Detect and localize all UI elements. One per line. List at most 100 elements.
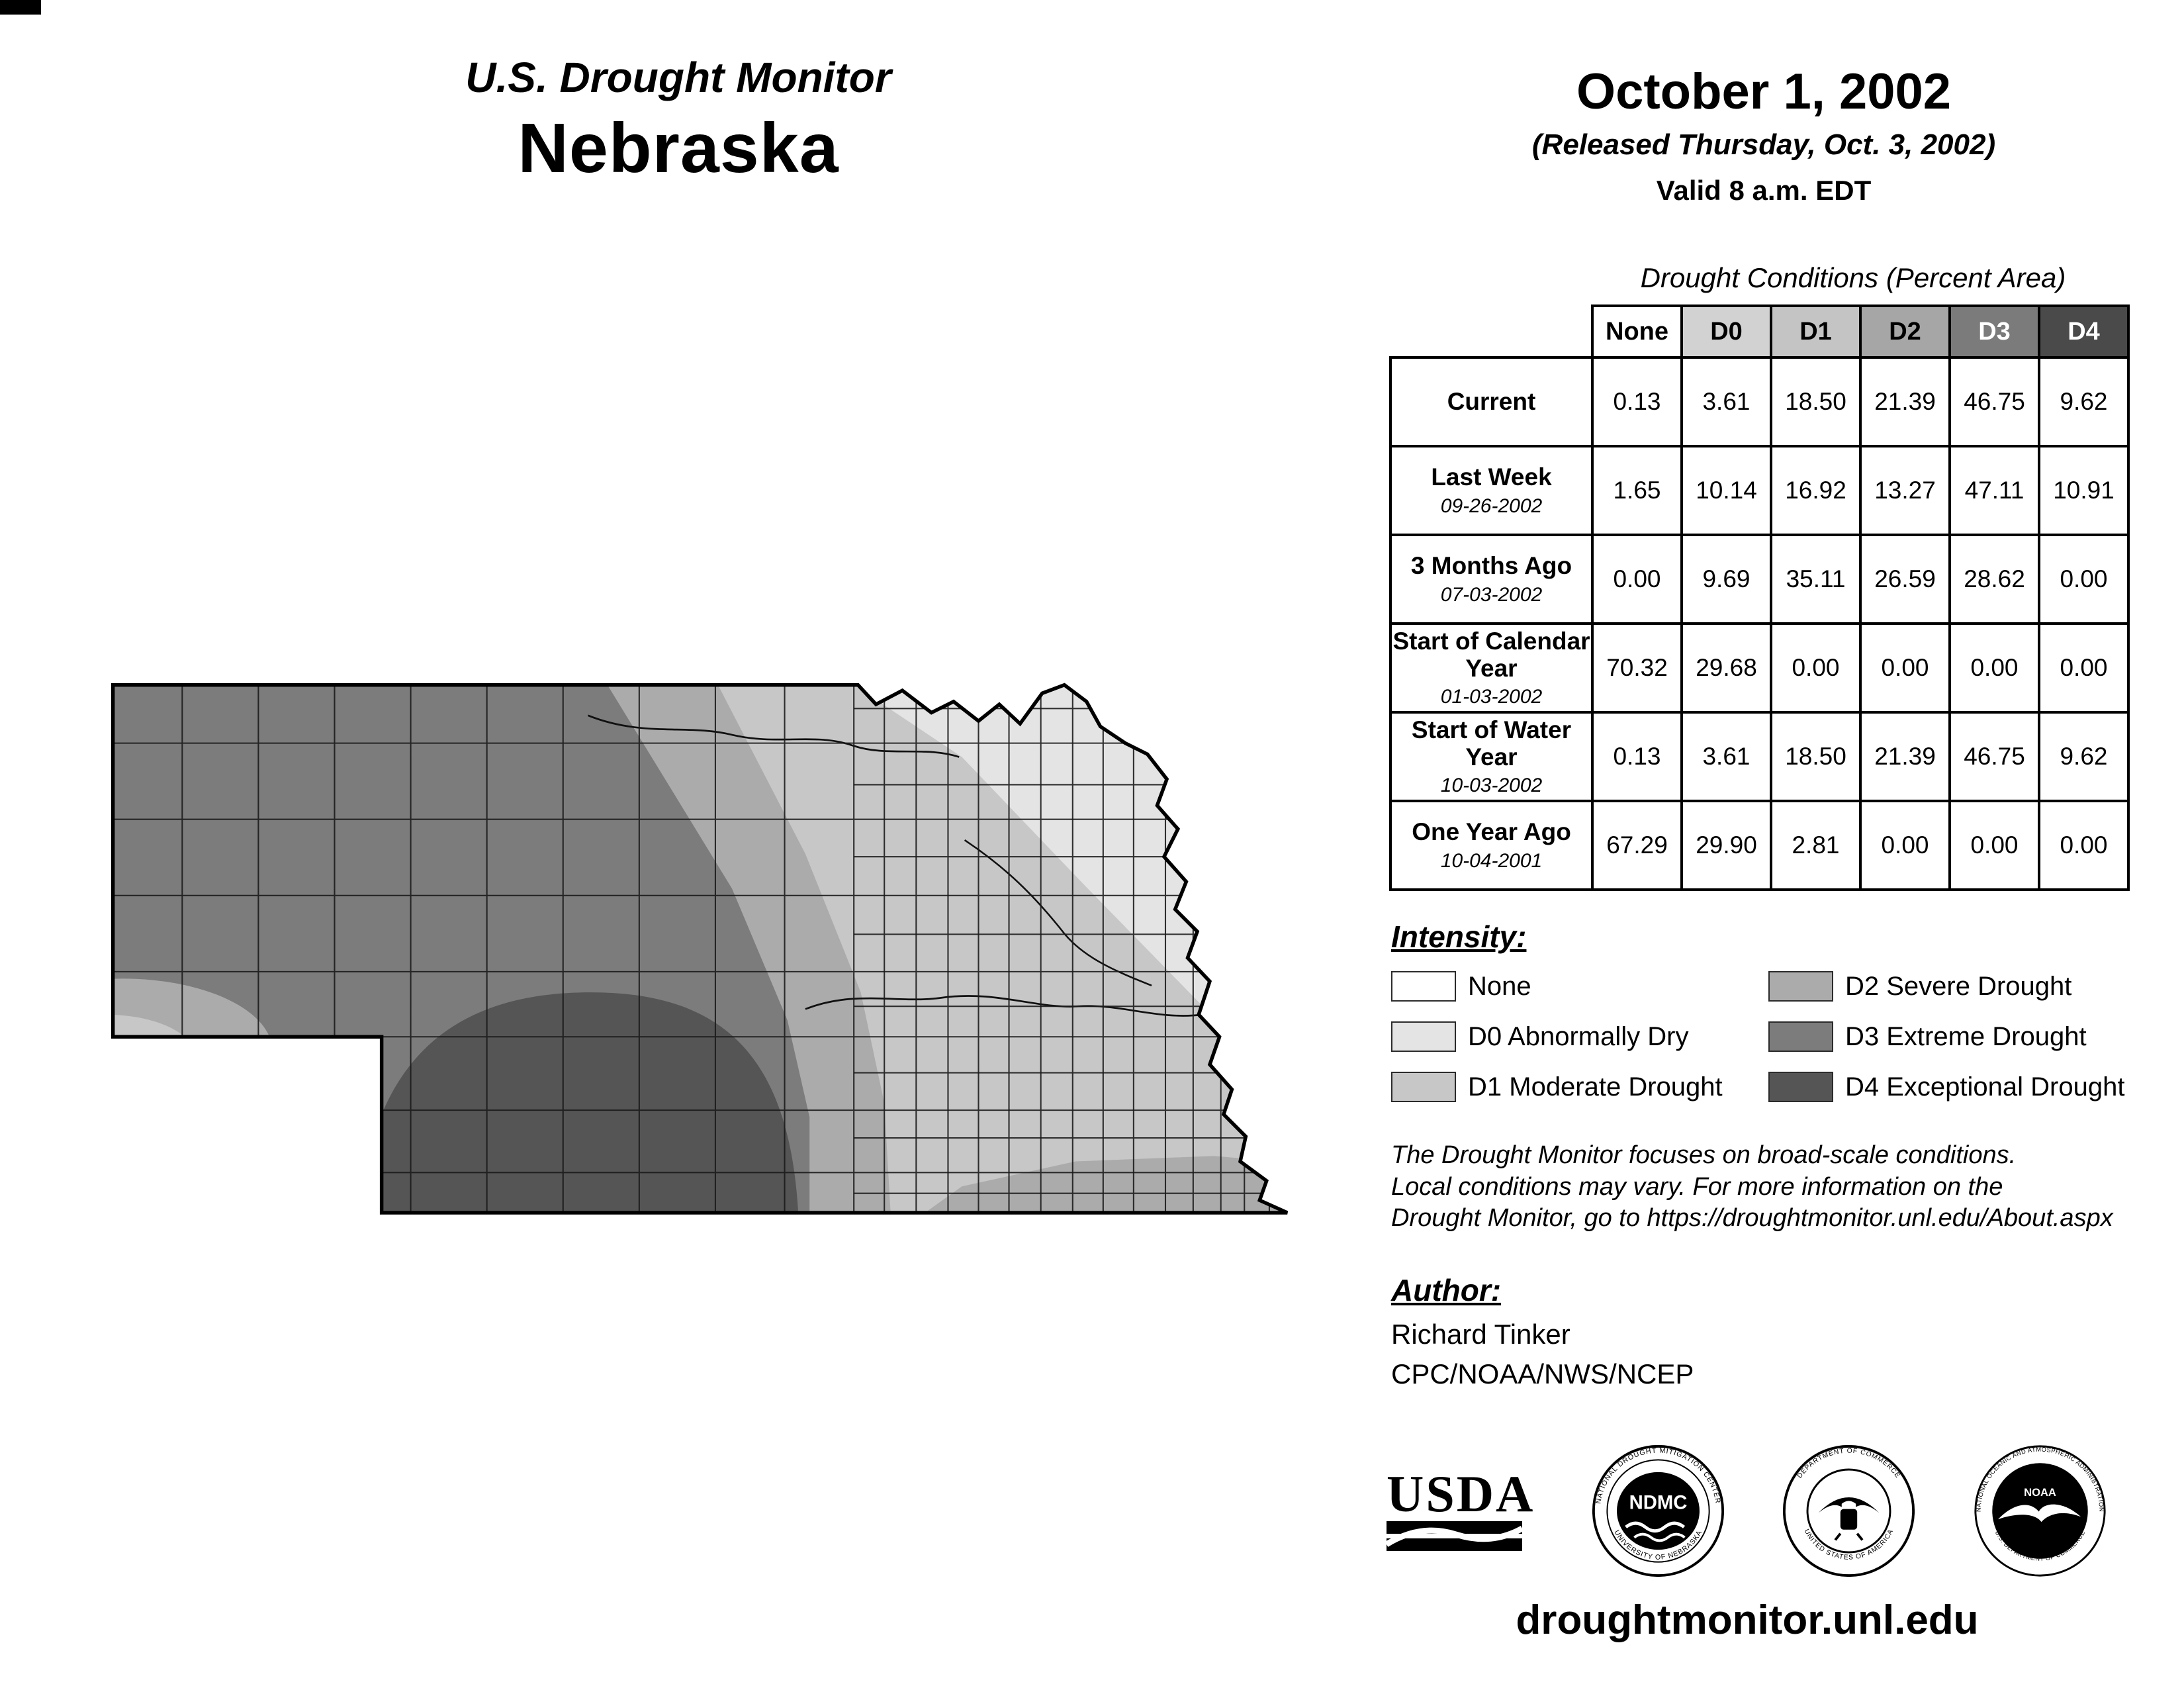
state-title: Nebraska [518, 109, 839, 187]
row-label: 3 Months Ago 07-03-2002 [1389, 534, 1594, 625]
table-corner [1390, 306, 1592, 357]
state-outline [111, 682, 1289, 1215]
value-cell: 9.62 [2038, 711, 2130, 802]
column-header-none: None [1591, 305, 1683, 359]
legend-item-d2: D2 Severe Drought [1768, 968, 2124, 1005]
value-cell: 9.69 [1680, 534, 1772, 625]
ndmc-seal-icon: NATIONAL DROUGHT MITIGATION CENTER UNIVE… [1592, 1444, 1724, 1577]
value-cell: 47.11 [1948, 445, 2040, 536]
value-cell: 16.92 [1770, 445, 1862, 536]
author-heading: Author: [1391, 1273, 1502, 1307]
legend-label: D3 Extreme Drought [1845, 1021, 2087, 1051]
value-cell: 2.81 [1770, 800, 1862, 891]
commerce-seal-icon: DEPARTMENT OF COMMERCE UNITED STATES OF … [1783, 1444, 1915, 1577]
value-cell: 35.11 [1770, 534, 1862, 625]
value-cell: 3.61 [1680, 356, 1772, 447]
value-cell: 29.90 [1680, 800, 1772, 891]
legend-swatch-d1 [1391, 1072, 1456, 1102]
table-header-row: None D0 D1 D2 D3 D4 [1390, 305, 2130, 359]
legend-label: D2 Severe Drought [1845, 971, 2072, 1001]
legend-swatch-d0 [1391, 1021, 1456, 1052]
value-cell: 0.00 [1948, 800, 2040, 891]
table-row: Start of Water Year 10-03-2002 0.13 3.61 18.… [1389, 711, 2130, 802]
usda-logo: USDA [1387, 1468, 1535, 1554]
author-name: Richard Tinker [1391, 1319, 1570, 1350]
value-cell: 0.00 [1948, 622, 2040, 714]
legend-swatch-none [1391, 971, 1456, 1002]
noaa-seal-icon: NATIONAL OCEANIC AND ATMOSPHERIC ADMINIS… [1974, 1445, 2106, 1577]
nebraska-drought-map [111, 682, 1289, 1215]
value-cell: 29.68 [1680, 622, 1772, 714]
intensity-heading: Intensity: [1391, 919, 1527, 954]
value-cell: 10.14 [1680, 445, 1772, 536]
value-cell: 0.00 [1591, 534, 1683, 625]
ndmc-wordmark: NDMC [1629, 1492, 1688, 1514]
column-header-d3: D3 [1948, 305, 2040, 359]
legend-column-left: None D0 Abnormally Dry D1 Moderate Drought [1391, 968, 1723, 1105]
valid-time: Valid 8 a.m. EDT [1656, 175, 1872, 206]
value-cell: 21.39 [1859, 711, 1951, 802]
value-cell: 67.29 [1591, 800, 1683, 891]
value-cell: 70.32 [1591, 622, 1683, 714]
value-cell: 0.00 [2038, 534, 2130, 625]
value-cell: 10.91 [2038, 445, 2130, 536]
legend-item-d0: D0 Abnormally Dry [1391, 1018, 1723, 1055]
value-cell: 28.62 [1948, 534, 2040, 625]
website-url: droughtmonitor.unl.edu [1516, 1597, 1979, 1643]
map-region-d4 [358, 992, 799, 1213]
value-cell: 18.50 [1770, 711, 1862, 802]
value-cell: 0.00 [1770, 622, 1862, 714]
table-row: One Year Ago 10-04-2001 67.29 29.90 2.81 0.00… [1389, 800, 2130, 891]
noaa-wordmark: NOAA [2024, 1486, 2056, 1499]
column-header-d0: D0 [1680, 305, 1772, 359]
value-cell: 0.13 [1591, 356, 1683, 447]
value-cell: 46.75 [1948, 356, 2040, 447]
legend-label: None [1468, 971, 1531, 1001]
row-label: Start of Calendar Year 01-03-2002 [1389, 622, 1594, 714]
value-cell: 18.50 [1770, 356, 1862, 447]
legend-label: D1 Moderate Drought [1468, 1072, 1723, 1102]
value-cell: 9.62 [2038, 356, 2130, 447]
legend-swatch-d4 [1768, 1072, 1833, 1102]
column-header-d2: D2 [1859, 305, 1951, 359]
table-row: Current 0.13 3.61 18.50 21.39 46.75 9.62 [1389, 356, 2130, 447]
column-header-d1: D1 [1770, 305, 1862, 359]
legend-swatch-d3 [1768, 1021, 1833, 1052]
value-cell: 21.39 [1859, 356, 1951, 447]
commerce-eagle-icon [1819, 1497, 1880, 1541]
report-date: October 1, 2002 [1576, 64, 1952, 120]
river-line [587, 714, 960, 758]
value-cell: 0.00 [1859, 800, 1951, 891]
value-cell: 26.59 [1859, 534, 1951, 625]
legend-item-none: None [1391, 968, 1723, 1005]
legend-label: D0 Abnormally Dry [1468, 1021, 1689, 1051]
disclaimer-line: Local conditions may vary. For more info… [1391, 1172, 2003, 1201]
row-label: One Year Ago 10-04-2001 [1389, 800, 1594, 891]
author-org: CPC/NOAA/NWS/NCEP [1391, 1358, 1694, 1389]
value-cell: 13.27 [1859, 445, 1951, 536]
legend-column-right: D2 Severe Drought D3 Extreme Drought D4 Ex… [1768, 968, 2124, 1105]
row-label: Start of Water Year 10-03-2002 [1389, 711, 1594, 802]
usda-wordmark: USDA [1387, 1464, 1535, 1523]
logo-row: USDA NATIONAL DROUGHT MITIGATION CENTER … [1387, 1443, 2108, 1579]
row-label: Last Week 09-26-2002 [1389, 445, 1594, 536]
disclaimer: The Drought Monitor focuses on broad-sca… [1391, 1140, 2113, 1235]
row-label: Current [1389, 356, 1594, 447]
noaa-gull-icon [1998, 1504, 2081, 1523]
table-caption: Drought Conditions (Percent Area) [1640, 262, 2066, 293]
value-cell: 1.65 [1591, 445, 1683, 536]
legend-item-d1: D1 Moderate Drought [1391, 1068, 1723, 1105]
table-row: Last Week 09-26-2002 1.65 10.14 16.92 13.27 47… [1389, 445, 2130, 536]
value-cell: 46.75 [1948, 711, 2040, 802]
value-cell: 0.13 [1591, 711, 1683, 802]
right-header: October 1, 2002 (Released Thursday, Oct.… [1324, 63, 2184, 207]
value-cell: 0.00 [2038, 800, 2130, 891]
legend-item-d4: D4 Exceptional Drought [1768, 1068, 2124, 1105]
value-cell: 3.61 [1680, 711, 1772, 802]
disclaimer-line: The Drought Monitor focuses on broad-sca… [1391, 1141, 2017, 1169]
drought-conditions-table: None D0 D1 D2 D3 D4 Current 0.13 3.61 18.50 21.39… [1389, 305, 2130, 891]
report-title: U.S. Drought Monitor [465, 54, 891, 101]
scan-artifact [0, 0, 41, 15]
value-cell: 0.00 [2038, 622, 2130, 714]
